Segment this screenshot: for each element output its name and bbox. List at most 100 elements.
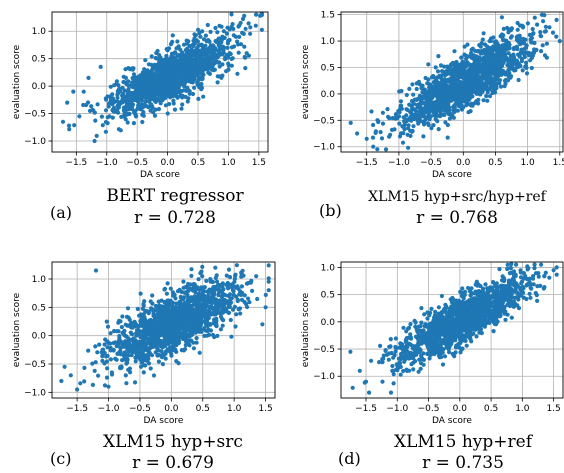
- data-point: [446, 70, 451, 75]
- data-point: [140, 119, 145, 125]
- data-point: [123, 334, 128, 339]
- data-point: [411, 124, 416, 129]
- data-point: [173, 347, 178, 352]
- data-point: [246, 21, 251, 26]
- data-point: [170, 340, 175, 345]
- data-point: [113, 340, 118, 345]
- data-point: [132, 337, 137, 343]
- data-point: [196, 27, 201, 32]
- data-point: [213, 25, 218, 31]
- data-point: [462, 44, 467, 49]
- data-point: [160, 311, 165, 316]
- data-point: [145, 356, 150, 361]
- data-point: [221, 47, 226, 52]
- data-point: [178, 89, 183, 94]
- data-point: [435, 75, 440, 80]
- data-point: [122, 351, 127, 356]
- data-point: [174, 46, 179, 51]
- data-point: [197, 350, 202, 355]
- data-point: [116, 110, 121, 115]
- data-point: [141, 110, 146, 115]
- data-point: [165, 281, 170, 286]
- data-point: [496, 72, 502, 77]
- data-point: [413, 324, 418, 329]
- data-point: [116, 320, 121, 325]
- data-point: [416, 369, 421, 374]
- data-point: [174, 73, 179, 78]
- data-point: [506, 51, 511, 56]
- data-point: [530, 27, 535, 32]
- data-point: [407, 86, 412, 91]
- data-point: [130, 80, 135, 85]
- data-point: [464, 64, 469, 69]
- data-point: [115, 89, 120, 94]
- data-point: [523, 64, 528, 69]
- data-point: [237, 34, 242, 40]
- data-point: [165, 48, 170, 53]
- data-point: [260, 322, 265, 327]
- data-point: [235, 71, 240, 76]
- data-point: [206, 70, 211, 75]
- data-point: [435, 69, 441, 74]
- x-tick-label: −0.5: [129, 404, 151, 414]
- data-point: [169, 353, 174, 358]
- data-point: [219, 75, 224, 80]
- data-point: [214, 40, 219, 45]
- data-point: [66, 123, 72, 128]
- data-point: [128, 106, 133, 111]
- data-point: [200, 311, 205, 316]
- data-point: [188, 311, 193, 316]
- data-point: [189, 63, 194, 68]
- data-point: [200, 56, 205, 61]
- data-point: [481, 51, 486, 56]
- data-point: [173, 59, 178, 64]
- data-point: [543, 29, 549, 34]
- data-point: [447, 116, 452, 121]
- data-point: [180, 325, 185, 330]
- data-point: [145, 80, 150, 85]
- data-point: [130, 98, 135, 103]
- data-point: [213, 275, 218, 281]
- data-point: [168, 286, 173, 291]
- data-point: [433, 117, 438, 122]
- x-tick-label: 1.5: [252, 158, 266, 168]
- data-point: [420, 90, 425, 95]
- data-point: [179, 56, 185, 61]
- data-point: [228, 317, 233, 323]
- data-point: [158, 101, 163, 106]
- data-point: [455, 66, 460, 71]
- data-point: [517, 23, 523, 28]
- data-point: [527, 32, 532, 38]
- data-point: [214, 310, 219, 315]
- data-point: [212, 61, 217, 66]
- data-point: [110, 115, 115, 120]
- data-point: [108, 84, 113, 89]
- data-point: [196, 292, 201, 297]
- x-tick-label: 0.0: [164, 404, 179, 414]
- data-point: [124, 381, 129, 386]
- data-point: [476, 70, 481, 75]
- panel-d: −1.5 −1.0 −0.5 0.0 0.5 1.0 1.5−1.0−0.50.00.51.…: [301, 261, 564, 473]
- data-point: [145, 341, 150, 346]
- x-tick-label: −1.0: [96, 158, 118, 168]
- data-point: [544, 41, 550, 46]
- data-point: [136, 106, 141, 111]
- x-tick-label: 0.5: [196, 404, 210, 414]
- data-point: [454, 75, 459, 81]
- data-point: [150, 293, 155, 298]
- data-point: [250, 288, 255, 293]
- y-tick-label: 1.0: [32, 275, 47, 285]
- data-point: [530, 31, 536, 36]
- data-point: [156, 329, 161, 334]
- data-point: [176, 332, 181, 337]
- data-point: [168, 95, 173, 100]
- data-point: [401, 325, 406, 330]
- data-point: [420, 113, 425, 118]
- data-point: [163, 73, 168, 78]
- data-point: [383, 147, 389, 152]
- data-point: [109, 370, 114, 375]
- data-point: [508, 57, 513, 62]
- data-point: [421, 119, 427, 124]
- data-point: [524, 43, 529, 48]
- data-point: [369, 109, 374, 114]
